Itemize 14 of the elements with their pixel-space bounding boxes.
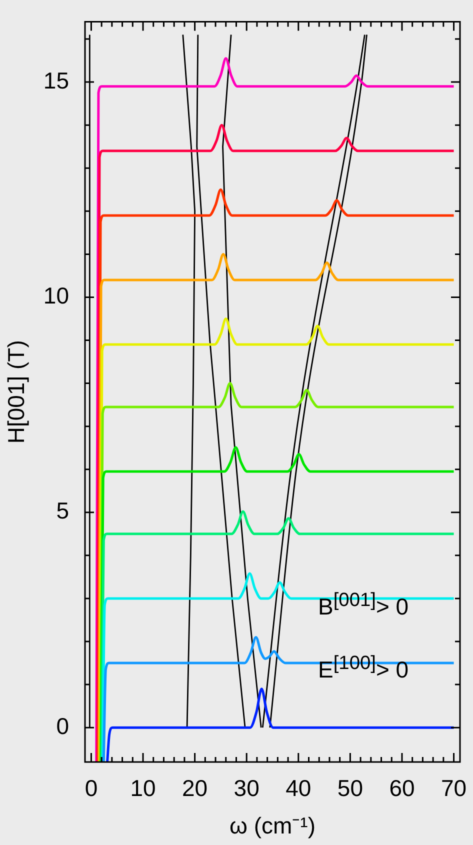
x-tick-label: 30 <box>234 775 260 802</box>
x-tick-label: 60 <box>389 775 415 802</box>
x-tick-label: 50 <box>337 775 363 802</box>
x-tick-label: 0 <box>84 775 98 802</box>
y-tick-label: 5 <box>56 498 69 524</box>
y-tick-label: 10 <box>43 282 69 309</box>
y-axis-title: H[001] (T) <box>3 340 30 444</box>
x-tick-label: 40 <box>286 775 312 802</box>
x-axis-title: ω (cm⁻¹) <box>230 812 316 839</box>
y-tick-label: 0 <box>56 712 69 739</box>
y-tick-label: 15 <box>43 67 69 94</box>
x-tick-label: 20 <box>182 775 208 802</box>
x-tick-label: 10 <box>130 775 156 802</box>
x-tick-label: 70 <box>440 775 467 802</box>
